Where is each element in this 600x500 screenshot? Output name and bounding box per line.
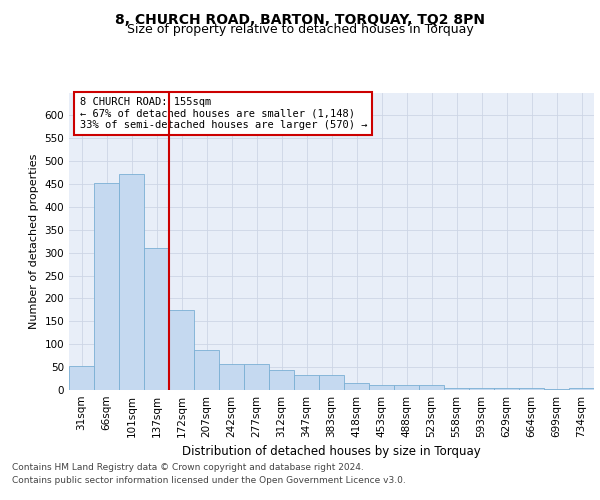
Bar (419, 386, 444, 390)
Text: Size of property relative to detached houses in Torquay: Size of property relative to detached ho… (127, 24, 473, 36)
Text: Contains public sector information licensed under the Open Government Licence v3: Contains public sector information licen… (12, 476, 406, 485)
Bar (544, 388, 569, 390)
Bar (269, 370, 294, 390)
Bar (519, 388, 544, 390)
Bar (469, 388, 494, 390)
Bar (144, 248, 169, 390)
Bar (369, 386, 394, 390)
Bar (569, 388, 594, 390)
Bar (69, 366, 94, 390)
Bar (319, 376, 344, 390)
Bar (169, 310, 194, 390)
X-axis label: Distribution of detached houses by size in Torquay: Distribution of detached houses by size … (182, 446, 481, 458)
Bar (494, 388, 519, 390)
Bar (219, 364, 244, 390)
Bar (344, 383, 369, 390)
Text: Contains HM Land Registry data © Crown copyright and database right 2024.: Contains HM Land Registry data © Crown c… (12, 462, 364, 471)
Text: 8, CHURCH ROAD, BARTON, TORQUAY, TQ2 8PN: 8, CHURCH ROAD, BARTON, TORQUAY, TQ2 8PN (115, 12, 485, 26)
Bar (294, 376, 319, 390)
Bar (94, 183, 119, 390)
Y-axis label: Number of detached properties: Number of detached properties (29, 154, 39, 329)
Bar (119, 174, 144, 390)
Text: 8 CHURCH ROAD: 155sqm
← 67% of detached houses are smaller (1,148)
33% of semi-d: 8 CHURCH ROAD: 155sqm ← 67% of detached … (79, 97, 367, 130)
Bar (394, 386, 419, 390)
Bar (244, 364, 269, 390)
Bar (194, 350, 219, 390)
Bar (444, 388, 469, 390)
